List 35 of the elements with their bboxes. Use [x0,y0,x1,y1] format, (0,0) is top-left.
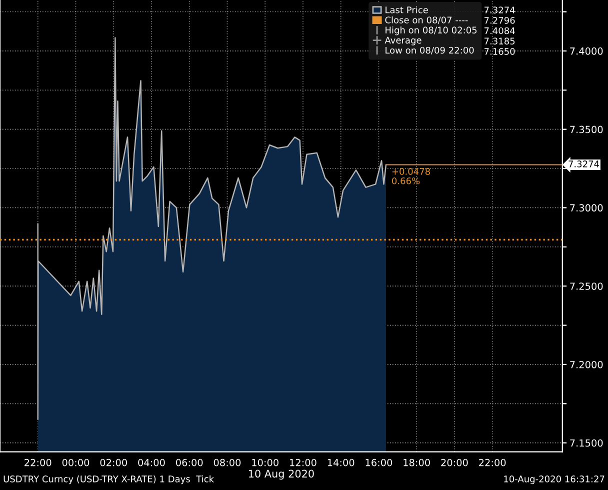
annotation: Average [384,36,422,46]
x-tick-label: 18:00 [404,458,430,466]
annotation: 7.3274 [484,6,515,14]
y-tick-label: 7.3500 [570,126,603,134]
x-axis-title: 10 Aug 2020 [248,470,314,480]
x-tick-label: 12:00 [290,458,316,466]
annotation: High on 08/10 02:05 [386,26,477,36]
y-tick-label: 7.2500 [570,282,603,290]
annotation: 7.3185 [484,38,515,44]
annotation: 7.2796 [484,16,515,24]
x-tick-label: 08:00 [214,458,241,466]
legend-label: Last Price [386,6,428,14]
annotation: 0.66% [392,177,420,184]
x-tick-label: 04:00 [138,458,165,466]
y-tick-label: 7.1500 [570,439,603,447]
annotation: +0.0478 [392,168,430,175]
y-tick-label: 7.2000 [570,360,603,368]
x-tick-label: 14:00 [328,458,354,466]
legend-label: Close on 08/07 ---- [385,16,468,24]
x-tick-label: 00:00 [62,458,90,466]
y-tick-label: 7.4000 [570,47,603,55]
x-tick-label: 16:00 [366,458,392,466]
x-tick-label: 22:00 [24,458,52,466]
annotation: 7.1650 [484,48,515,55]
annotation: 7.4084 [484,27,515,34]
x-tick-label: 20:00 [441,458,468,466]
x-tick-label: 10:00 [252,458,278,466]
ref-line-label: 7.3274 [568,160,600,168]
text: 10-Aug-2020 16:31:27 [504,476,604,484]
annotation: Low on 08/09 22:00 [386,46,474,54]
x-tick-label: 02:00 [100,458,127,466]
x-tick-label: 06:00 [176,458,203,466]
y-tick-label: 7.3000 [570,204,603,212]
x-tick-label: 22:00 [479,458,506,466]
text: USDTRY Curncy (USD-TRY X-RATE) 1 Days Tick [4,475,214,484]
